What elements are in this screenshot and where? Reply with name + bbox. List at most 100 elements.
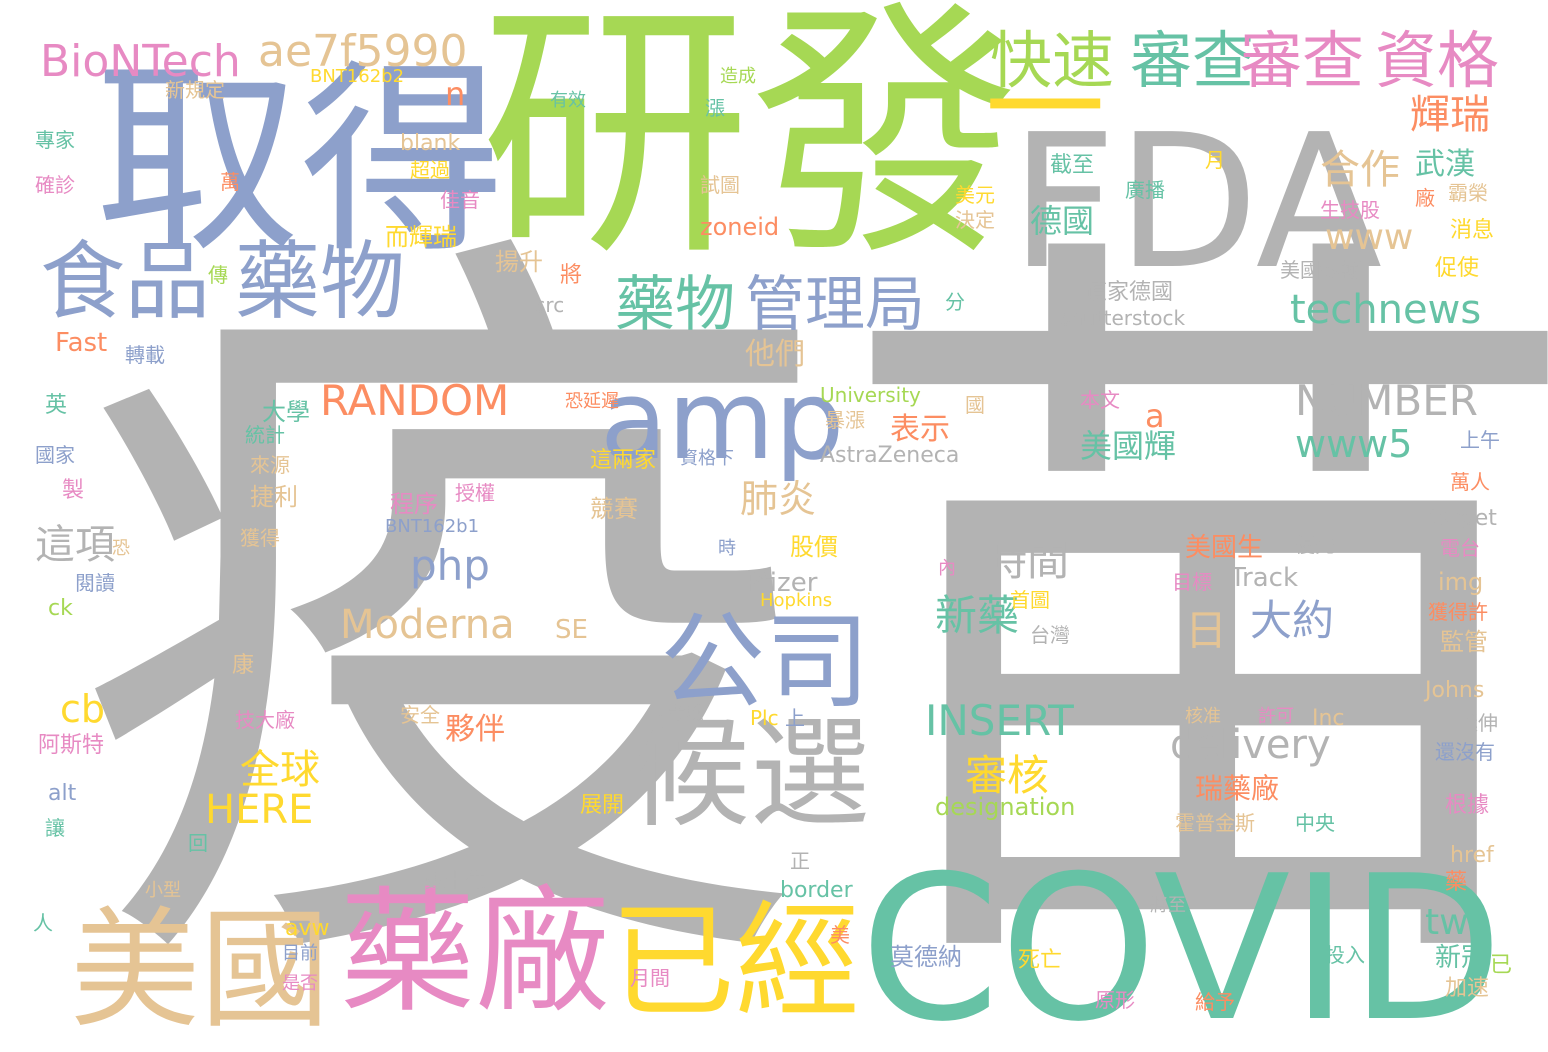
cloud-word: 內 xyxy=(938,558,956,579)
cloud-word: 藥廠 xyxy=(340,874,610,1031)
cloud-word: 造成 xyxy=(720,66,756,87)
cloud-word: 藥 xyxy=(1445,870,1468,895)
cloud-word: img xyxy=(1438,568,1484,596)
cloud-word: 獲得 xyxy=(240,526,280,550)
cloud-word: 美國 xyxy=(70,894,331,1046)
cloud-word: 他們 xyxy=(745,337,805,372)
cloud-word: php xyxy=(410,541,490,590)
cloud-word: delivery xyxy=(1170,722,1331,768)
cloud-word: ck xyxy=(48,596,73,621)
cloud-word: 技大廠 xyxy=(235,708,295,732)
cloud-word: HERE xyxy=(205,787,314,833)
cloud-word: 分 xyxy=(945,290,965,314)
cloud-word: 時間 xyxy=(985,536,1070,585)
cloud-word: 給予 xyxy=(1195,990,1235,1014)
cloud-word: 股價 xyxy=(790,533,838,561)
cloud-word: 原形 xyxy=(1095,988,1135,1012)
cloud-word: 已經 xyxy=(610,890,860,1035)
cloud-word: 加速 xyxy=(1445,976,1490,1001)
cloud-word: 小型 xyxy=(145,880,181,901)
cloud-word: Pfizer xyxy=(745,568,818,598)
cloud-word: 審核 xyxy=(965,751,1050,800)
cloud-word: 人 xyxy=(33,911,53,935)
cloud-word: Hopkins xyxy=(760,590,833,611)
cloud-word: 研發 xyxy=(480,0,1020,292)
cloud-word: n xyxy=(445,75,466,113)
cloud-word: tw xyxy=(1425,902,1469,943)
cloud-word: 合作 xyxy=(1320,147,1400,193)
cloud-word: 捷利 xyxy=(250,483,298,511)
cloud-word: www5 xyxy=(1295,422,1413,466)
cloud-word: 月 xyxy=(1205,148,1225,172)
cloud-word: 恐延遲 xyxy=(565,391,619,412)
cloud-word: INSERT xyxy=(925,696,1074,745)
cloud-word: 管理局 xyxy=(745,270,925,340)
cloud-word: 全球 xyxy=(240,747,320,793)
cloud-word: 消息 xyxy=(1450,218,1495,243)
cloud-word: 目前 xyxy=(282,943,318,964)
cloud-word: 這項 xyxy=(35,522,115,568)
cloud-word: 將 xyxy=(560,263,583,288)
cloud-word: 肺炎 xyxy=(740,477,817,521)
cloud-word: Track xyxy=(1230,563,1299,593)
cloud-word: 上午 xyxy=(1460,428,1500,452)
cloud-word: 中央 xyxy=(1295,811,1335,835)
cloud-word: 疫苗 xyxy=(70,178,1548,1052)
cloud-word: 日 xyxy=(1185,606,1228,655)
cloud-word: 超過 xyxy=(410,158,450,182)
cloud-word: cb xyxy=(60,687,106,731)
cloud-word: blank xyxy=(400,131,461,156)
cloud-word: Johns xyxy=(1425,678,1485,703)
cloud-word: 美元 xyxy=(955,183,995,207)
cloud-word: 阿斯特 xyxy=(38,733,105,758)
cloud-word: 美國生 xyxy=(1185,533,1264,563)
cloud-word: 新藥 xyxy=(935,591,1020,640)
cloud-word: 霍普金斯 xyxy=(1175,811,1255,835)
cloud-word: alt xyxy=(48,781,77,806)
cloud-word: 投入 xyxy=(1325,943,1365,967)
cloud-word: 展開 xyxy=(580,793,625,818)
cloud-word: 快速 xyxy=(990,24,1115,97)
cloud-word: 月間 xyxy=(630,966,670,990)
cloud-word: 表示 xyxy=(890,412,950,447)
cloud-word: 時 xyxy=(718,538,736,559)
cloud-word: 新規定 xyxy=(165,78,225,102)
cloud-word: amp xyxy=(600,356,845,484)
cloud-word: NUMBER xyxy=(1295,376,1478,425)
cloud-word: RANDOM xyxy=(320,376,510,425)
cloud-word: 死亡 xyxy=(1018,948,1063,973)
cloud-word: BNT162b2 xyxy=(310,66,405,87)
cloud-word: 根據 xyxy=(1445,793,1490,818)
cloud-word: 美國輝 xyxy=(1080,427,1177,465)
cloud-word: 還沒有 xyxy=(1435,740,1495,764)
cloud-word: 是否 xyxy=(282,973,318,994)
cloud-word: border xyxy=(780,878,853,903)
cloud-word: www xyxy=(1325,217,1414,258)
cloud-word: 審查 xyxy=(1130,24,1255,97)
cloud-word: BioNTech xyxy=(40,36,241,87)
cloud-word: 取得 xyxy=(95,43,505,281)
cloud-word: 而輝瑞 xyxy=(385,223,457,251)
cloud-word: 有效 xyxy=(550,90,586,111)
cloud-word: 藥物 xyxy=(235,233,406,332)
cloud-word: University xyxy=(820,383,921,407)
cloud-word: 霸榮 xyxy=(1448,181,1488,205)
cloud-word: 傳 xyxy=(208,263,228,287)
cloud-word: 廠 xyxy=(1415,186,1435,210)
cloud-word: 閱讀 xyxy=(75,571,115,595)
cloud-word: COVID xyxy=(860,833,1504,1052)
cloud-word: 轉載 xyxy=(125,343,165,367)
cloud-word: 試圖 xyxy=(700,173,740,197)
cloud-word: 恐 xyxy=(112,538,130,559)
cloud-word: SE xyxy=(555,615,588,645)
cloud-word: 回 xyxy=(188,831,208,855)
cloud-word: 德國 xyxy=(1030,202,1095,240)
cloud-word: AstraZeneca xyxy=(820,443,960,468)
cloud-word: 夥伴 xyxy=(445,712,505,747)
cloud-word: 程序 xyxy=(390,490,438,518)
cloud-word: 審查 xyxy=(1240,24,1365,97)
cloud-word: 截至 xyxy=(1050,153,1095,178)
cloud-word: 暴漲 xyxy=(825,408,865,432)
cloud-word: Fast xyxy=(55,328,108,358)
cloud-word: 康 xyxy=(232,653,255,678)
